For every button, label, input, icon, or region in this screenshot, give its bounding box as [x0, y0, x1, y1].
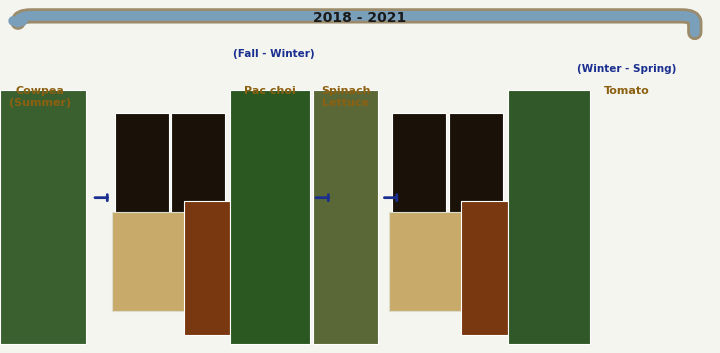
FancyBboxPatch shape — [0, 90, 86, 344]
FancyBboxPatch shape — [508, 90, 590, 344]
FancyBboxPatch shape — [171, 113, 225, 219]
FancyBboxPatch shape — [392, 113, 446, 219]
FancyBboxPatch shape — [313, 90, 378, 344]
FancyBboxPatch shape — [461, 201, 508, 335]
FancyBboxPatch shape — [230, 90, 310, 344]
Text: Pac choi: Pac choi — [244, 86, 296, 96]
Text: Spinach
Lettuce: Spinach Lettuce — [321, 86, 370, 108]
Text: Cowpea
(Summer): Cowpea (Summer) — [9, 86, 71, 108]
FancyBboxPatch shape — [115, 113, 169, 219]
Text: 2018 - 2021: 2018 - 2021 — [313, 11, 407, 25]
Text: (Fall - Winter): (Fall - Winter) — [233, 49, 315, 59]
FancyBboxPatch shape — [389, 212, 468, 311]
Text: Tomato: Tomato — [603, 86, 649, 96]
FancyBboxPatch shape — [112, 212, 191, 311]
Text: (Winter - Spring): (Winter - Spring) — [577, 64, 676, 73]
FancyBboxPatch shape — [449, 113, 503, 219]
FancyBboxPatch shape — [184, 201, 230, 335]
